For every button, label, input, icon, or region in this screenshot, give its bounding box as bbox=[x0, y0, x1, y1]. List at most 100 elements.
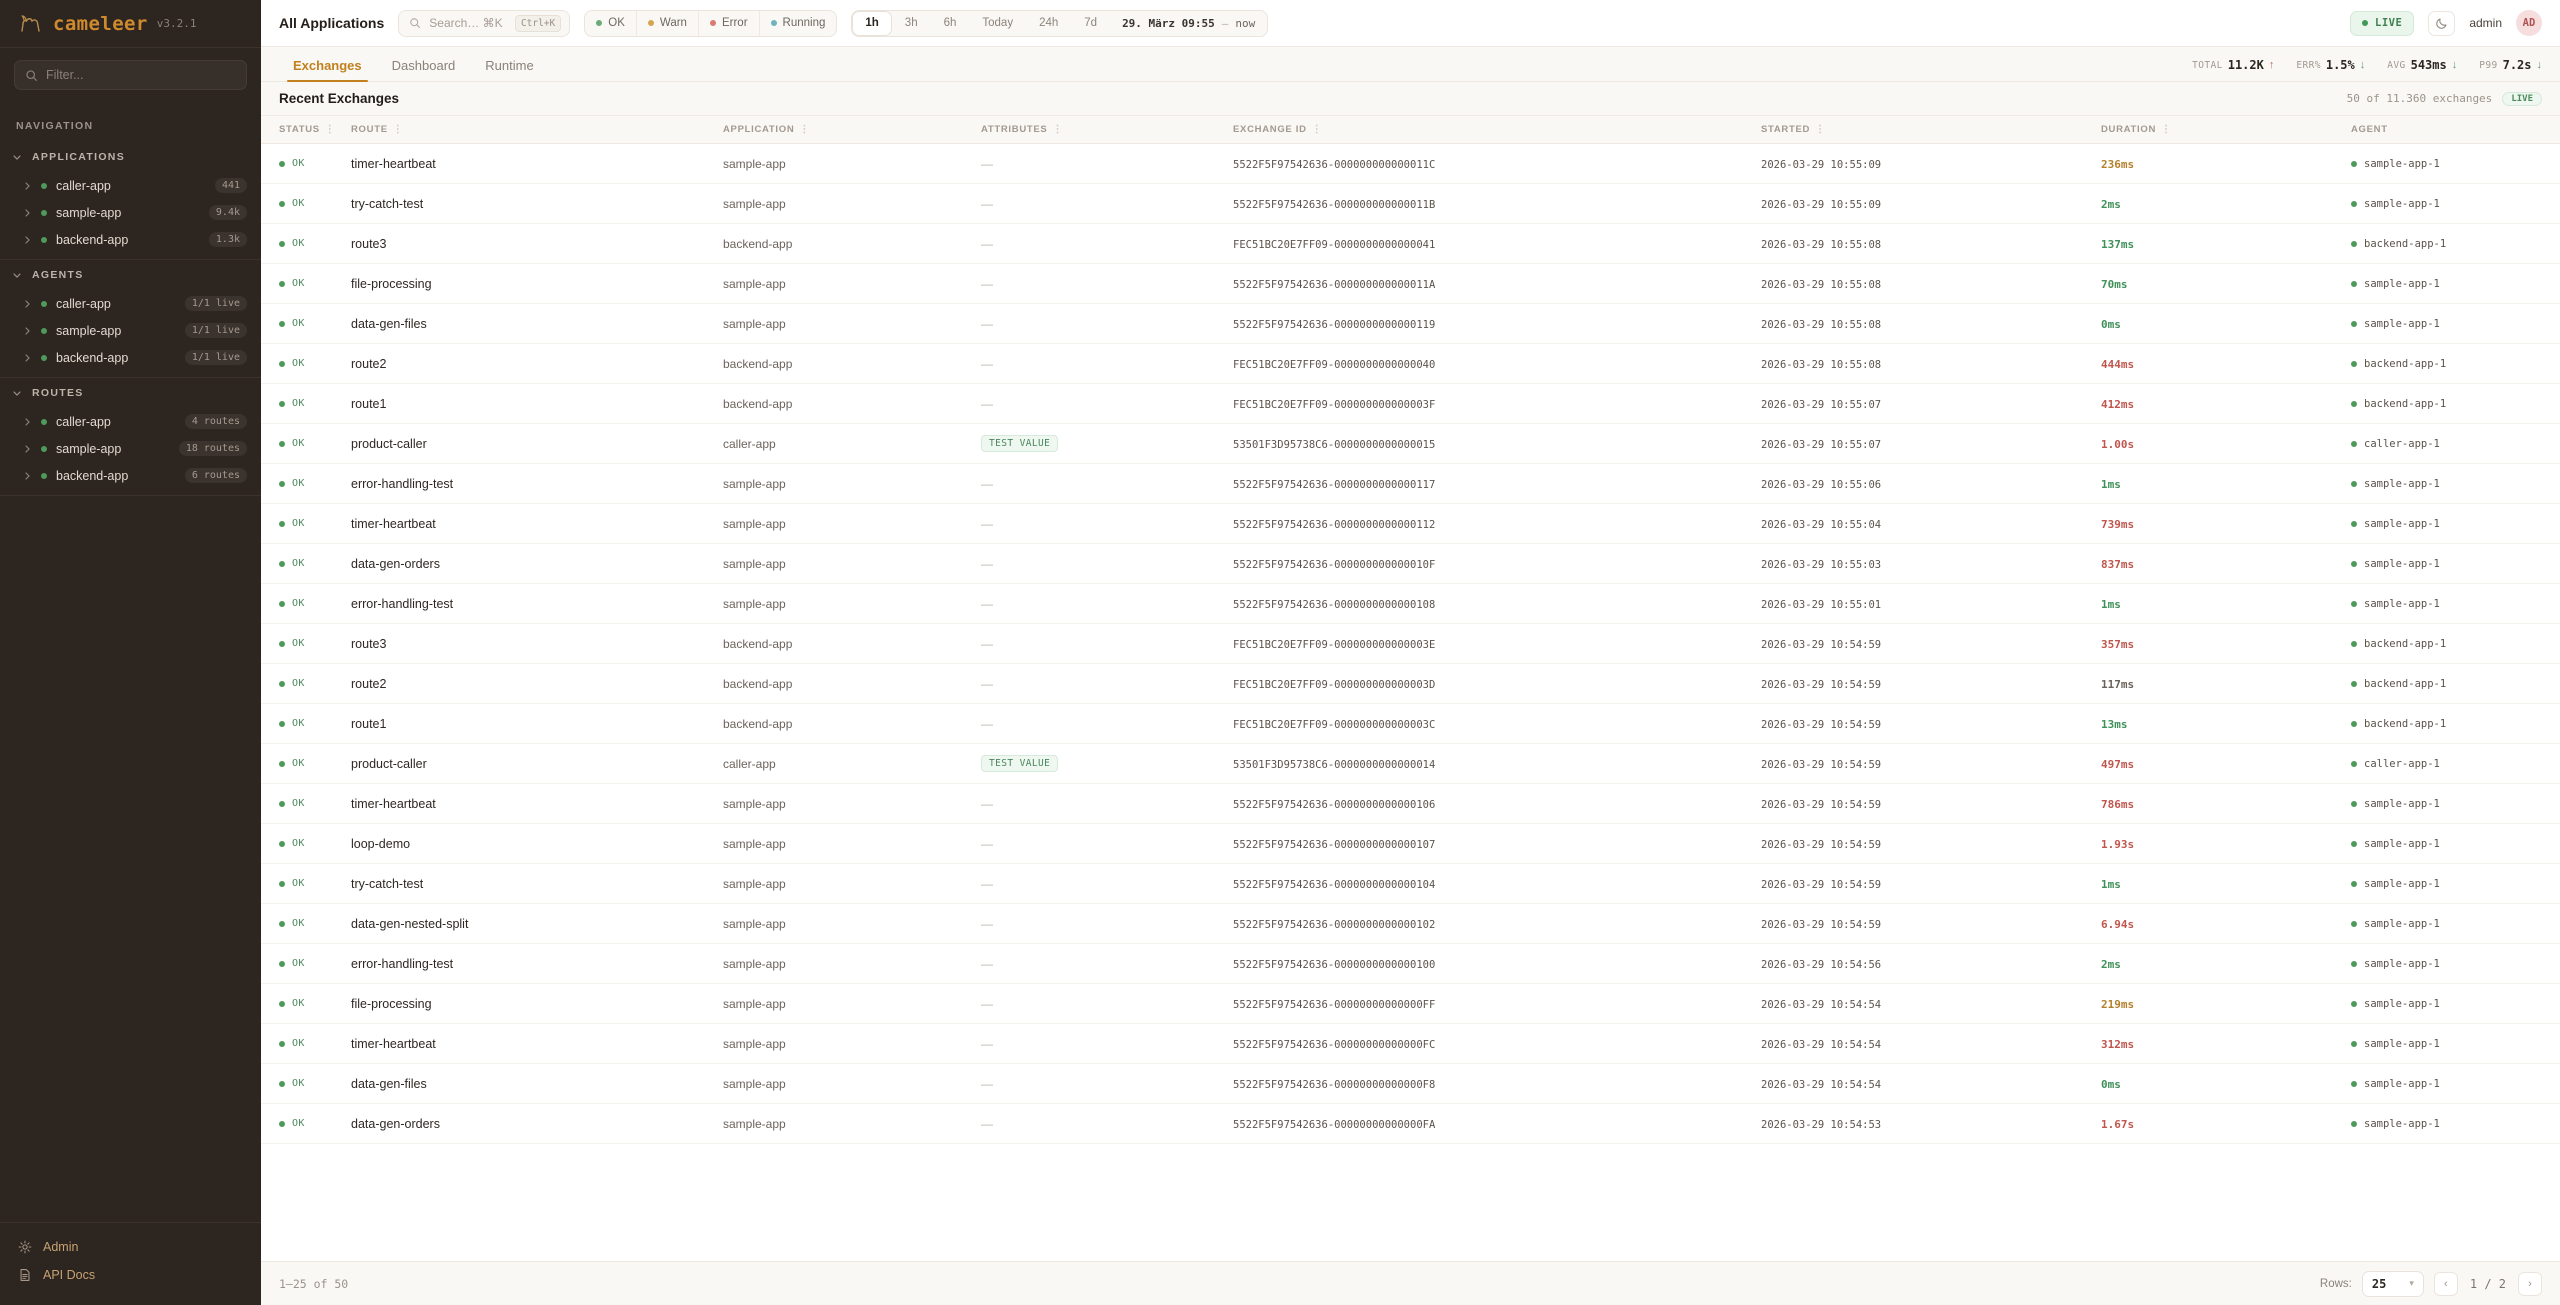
sidebar-item-agents-caller-app[interactable]: caller-app 1/1 live bbox=[0, 290, 261, 317]
sidebar-item-agents-backend-app[interactable]: backend-app 1/1 live bbox=[0, 344, 261, 371]
tab-runtime[interactable]: Runtime bbox=[485, 58, 534, 73]
time-range-1h[interactable]: 1h bbox=[852, 10, 892, 36]
brand[interactable]: cameleer v3.2.1 bbox=[0, 0, 261, 47]
sidebar-item-admin[interactable]: Admin bbox=[0, 1233, 261, 1261]
status-filter-error[interactable]: Error bbox=[699, 10, 760, 36]
table-row[interactable]: OK timer-heartbeat sample-app — 5522F5F97542… bbox=[261, 143, 2560, 184]
prev-page-button[interactable]: ‹ bbox=[2433, 1271, 2458, 1296]
table-row[interactable]: OK loop-demo sample-app — 5522F5F97542636-00… bbox=[261, 823, 2560, 864]
table-row[interactable]: OK try-catch-test sample-app — 5522F5F975426… bbox=[261, 183, 2560, 224]
table-row[interactable]: OK data-gen-orders sample-app — 5522F5F97542… bbox=[261, 543, 2560, 584]
avatar[interactable]: AD bbox=[2516, 10, 2542, 36]
nav-group-header-routes[interactable]: ROUTES bbox=[0, 378, 261, 408]
column-resize-handle[interactable]: ⋮ bbox=[392, 124, 404, 135]
table-row[interactable]: OK data-gen-nested-split sample-app — 5522F5… bbox=[261, 903, 2560, 944]
table-row[interactable]: OK timer-heartbeat sample-app — 5522F5F97542… bbox=[261, 503, 2560, 544]
sidebar-item-routes-backend-app[interactable]: backend-app 6 routes bbox=[0, 462, 261, 489]
column-header-attributes[interactable]: ATTRIBUTES ⋮ bbox=[973, 115, 1225, 144]
exchange-id: 5522F5F97542636-0000000000000117 bbox=[1233, 478, 1436, 491]
table-row[interactable]: OK route1 backend-app — FEC51BC20E7FF09-0000… bbox=[261, 703, 2560, 744]
table-row[interactable]: OK try-catch-test sample-app — 5522F5F975426… bbox=[261, 863, 2560, 904]
column-resize-handle[interactable]: ⋮ bbox=[799, 124, 811, 135]
route-name: route3 bbox=[351, 636, 387, 651]
cell-agent: sample-app-1 bbox=[2343, 863, 2560, 904]
table-row[interactable]: OK timer-heartbeat sample-app — 5522F5F97542… bbox=[261, 783, 2560, 824]
column-header-exchange-id[interactable]: EXCHANGE ID ⋮ bbox=[1225, 115, 1753, 144]
app-scope-selector[interactable]: All Applications bbox=[279, 15, 385, 31]
attribute-empty: — bbox=[981, 636, 993, 651]
table-row[interactable]: OK route2 backend-app — FEC51BC20E7FF09-0000… bbox=[261, 663, 2560, 704]
sidebar-item-api-docs[interactable]: API Docs bbox=[0, 1261, 261, 1289]
column-header-route[interactable]: ROUTE ⋮ bbox=[343, 115, 715, 144]
route-name: timer-heartbeat bbox=[351, 516, 436, 531]
status-dot bbox=[279, 560, 285, 567]
next-page-button[interactable]: › bbox=[2518, 1271, 2542, 1296]
table-row[interactable]: OK route2 backend-app — FEC51BC20E7FF09-0000… bbox=[261, 343, 2560, 384]
started-timestamp: 2026-03-29 10:54:53 bbox=[1761, 1118, 1882, 1131]
filter-input[interactable] bbox=[46, 68, 236, 82]
cell-started: 2026-03-29 10:54:59 bbox=[1753, 863, 2093, 904]
cell-application: sample-app bbox=[715, 263, 973, 304]
status-filter-running[interactable]: Running bbox=[760, 11, 837, 36]
column-resize-handle[interactable]: ⋮ bbox=[1815, 124, 1826, 135]
agent-name: caller-app-1 bbox=[2364, 437, 2440, 450]
table-row[interactable]: OK route3 backend-app — FEC51BC20E7FF09-0000… bbox=[261, 223, 2560, 264]
table-row[interactable]: OK error-handling-test sample-app — 5522F5F9… bbox=[261, 463, 2560, 504]
column-resize-handle[interactable]: ⋮ bbox=[324, 124, 336, 135]
live-indicator[interactable]: LIVE bbox=[2350, 10, 2415, 36]
sidebar-item-applications-sample-app[interactable]: sample-app 9.4k bbox=[0, 199, 261, 226]
column-resize-handle[interactable]: ⋮ bbox=[1311, 124, 1323, 135]
status-dot bbox=[709, 20, 716, 26]
application-name: caller-app bbox=[723, 756, 776, 771]
theme-toggle-button[interactable] bbox=[2428, 10, 2456, 36]
cell-duration: 6.94s bbox=[2093, 903, 2343, 944]
tab-dashboard[interactable]: Dashboard bbox=[391, 58, 456, 73]
table-row[interactable]: OK route3 backend-app — FEC51BC20E7FF09-0000… bbox=[261, 623, 2560, 664]
time-range-6h[interactable]: 6h bbox=[943, 17, 957, 29]
sidebar-item-routes-sample-app[interactable]: sample-app 18 routes bbox=[0, 435, 261, 462]
table-row[interactable]: OK product-caller caller-app TEST VALUE 5350… bbox=[261, 743, 2560, 784]
time-range-today[interactable]: Today bbox=[982, 17, 1014, 29]
column-header-agent[interactable]: AGENT bbox=[2343, 115, 2560, 144]
nav-group-header-agents[interactable]: AGENTS bbox=[0, 260, 261, 290]
column-header-application[interactable]: APPLICATION ⋮ bbox=[715, 115, 973, 144]
tab-exchanges[interactable]: Exchanges bbox=[279, 58, 376, 82]
status-filter-ok[interactable]: OK bbox=[585, 10, 637, 36]
cell-exchange-id: 5522F5F97542636-00000000000000FF bbox=[1225, 983, 1753, 1024]
sidebar-item-routes-caller-app[interactable]: caller-app 4 routes bbox=[0, 408, 261, 435]
nav-group-routes: ROUTES caller-app 4 routes sample-app 18… bbox=[0, 378, 261, 495]
sidebar-filter bbox=[0, 48, 261, 104]
status-filter-warn[interactable]: Warn bbox=[637, 10, 699, 36]
stat-value: 11.2K bbox=[2227, 58, 2264, 72]
search-box[interactable]: Search… ⌘K Ctrl+K bbox=[398, 9, 571, 37]
table-row[interactable]: OK data-gen-files sample-app — 5522F5F975426… bbox=[261, 303, 2560, 344]
rows-per-page-select[interactable]: 25 ▾ bbox=[2361, 1270, 2424, 1297]
column-resize-handle[interactable]: ⋮ bbox=[2161, 124, 2172, 135]
time-range-7d[interactable]: 7d bbox=[1084, 17, 1098, 29]
sidebar-item-applications-backend-app[interactable]: backend-app 1.3k bbox=[0, 226, 261, 253]
table-row[interactable]: OK error-handling-test sample-app — 5522F5F9… bbox=[261, 583, 2560, 624]
sidebar-item-badge: 6 routes bbox=[184, 468, 247, 483]
sidebar-item-applications-caller-app[interactable]: caller-app 441 bbox=[0, 172, 261, 199]
column-header-duration[interactable]: DURATION ⋮ bbox=[2093, 115, 2343, 144]
table-row[interactable]: OK route1 backend-app — FEC51BC20E7FF09-0000… bbox=[261, 383, 2560, 424]
filter-box[interactable] bbox=[14, 60, 247, 90]
column-resize-handle[interactable]: ⋮ bbox=[1052, 124, 1064, 135]
attribute-badge: TEST VALUE bbox=[981, 755, 1059, 772]
column-header-started[interactable]: STARTED ⋮ bbox=[1753, 115, 2093, 144]
sidebar-item-agents-sample-app[interactable]: sample-app 1/1 live bbox=[0, 317, 261, 344]
table-row[interactable]: OK error-handling-test sample-app — 5522F5F9… bbox=[261, 943, 2560, 984]
nav-group-header-applications[interactable]: APPLICATIONS bbox=[0, 142, 261, 172]
table-row[interactable]: OK file-processing sample-app — 5522F5F97542… bbox=[261, 263, 2560, 304]
table-row[interactable]: OK product-caller caller-app TEST VALUE 5350… bbox=[261, 423, 2560, 464]
time-range-3h[interactable]: 3h bbox=[904, 17, 918, 29]
table-row[interactable]: OK timer-heartbeat sample-app — 5522F5F97542… bbox=[261, 1023, 2560, 1064]
user-name[interactable]: admin bbox=[2469, 16, 2502, 30]
table-row[interactable]: OK data-gen-files sample-app — 5522F5F975426… bbox=[261, 1063, 2560, 1104]
time-range-readout[interactable]: 29. März 09:55 — now bbox=[1110, 17, 1267, 30]
time-range-24h[interactable]: 24h bbox=[1039, 17, 1059, 29]
table-row[interactable]: OK file-processing sample-app — 5522F5F97542… bbox=[261, 983, 2560, 1024]
column-label: APPLICATION bbox=[723, 124, 795, 135]
column-header-status[interactable]: STATUS ⋮ bbox=[261, 115, 343, 144]
table-row[interactable]: OK data-gen-orders sample-app — 5522F5F97542… bbox=[261, 1103, 2560, 1144]
